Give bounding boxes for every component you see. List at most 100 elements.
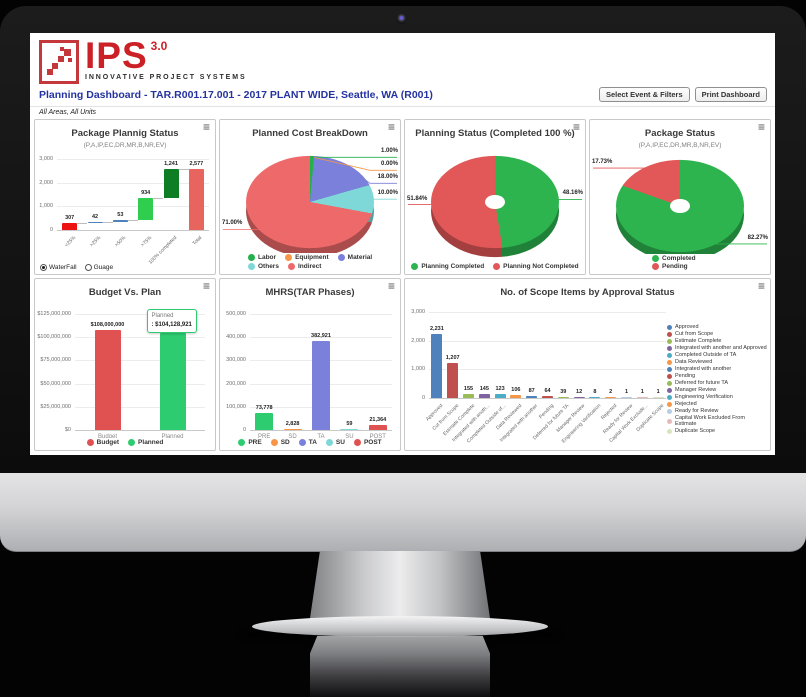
legend-label: Planning Completed [421,263,485,270]
x-tick-label: SD [288,434,297,438]
bar-budget[interactable] [94,329,121,430]
legend-dot [667,338,672,344]
bar-25[interactable] [62,222,78,230]
legend-item-planned[interactable]: Planned [128,439,163,446]
legend-item-estimate-complete[interactable]: Estimate Complete [667,338,767,344]
legend-item-integrated-with-another-and-approved[interactable]: Integrated with another and Approved [667,345,767,351]
bar-completed-outside-of[interactable] [494,394,506,398]
hamburger-menu-icon[interactable]: ≡ [202,120,210,134]
bar-pending[interactable] [542,396,553,398]
waterfall-connector [153,198,164,200]
legend-item-approved[interactable]: Approved [667,324,767,330]
radio-gauge[interactable]: Guage [84,264,113,271]
legend-item-pre[interactable]: PRE [238,439,262,446]
bar-data-reviewed[interactable] [510,394,522,398]
donut-chart: 48.16% 51.84% [405,141,585,262]
legend-dot [667,387,672,393]
legend-item-labor[interactable]: Labor [248,254,276,261]
hamburger-menu-icon[interactable]: ≡ [387,279,395,293]
bar-ready-for-review[interactable] [621,397,632,398]
tooltip-value: : $104,128,921 [151,322,192,329]
bar-approved[interactable] [431,334,443,398]
chart-legend: Completed Pending [590,254,770,274]
radio-waterfall[interactable]: WaterFall [40,264,77,271]
bar-duplicate-scope[interactable] [652,397,664,398]
x-tick-label: PRE [258,434,271,438]
bar-su[interactable] [340,429,359,430]
select-event-filters-button[interactable]: Select Event & Filters [598,87,690,102]
legend-item-pending[interactable]: Pending [667,373,767,379]
hamburger-menu-icon[interactable]: ≡ [202,279,210,293]
monitor-stand-reflection [310,636,490,697]
logo-name: IPS [85,35,148,76]
bar-engineering-verification[interactable] [589,397,601,398]
bar-integrated-with-another[interactable] [526,395,538,398]
bar-pre[interactable] [255,412,274,430]
legend-item-post[interactable]: POST [353,439,382,446]
legend-item-material[interactable]: Material [337,254,372,261]
bar-total[interactable] [188,169,204,230]
bar-estimate-complete[interactable] [463,393,474,398]
legend-item-rejected[interactable]: Rejected [667,401,767,407]
radio-gauge-circle[interactable] [84,264,92,271]
legend-dot [667,359,672,365]
bar-planned[interactable] [159,333,186,430]
legend-item-equipment[interactable]: Equipment [285,254,329,261]
legend-item-sd[interactable]: SD [270,439,290,446]
legend-label: Manager Review [675,387,717,393]
bar-100-completed[interactable] [163,169,179,199]
panel-title: Package Status [644,128,716,139]
radio-waterfall-circle[interactable] [40,264,47,271]
bar-cut-from-scope[interactable] [447,363,459,398]
legend-label: Ready for Review [675,408,719,414]
legend-item-completed-outside-of-ta[interactable]: Completed Outside of TA [667,352,767,358]
legend-item-engineering-verification[interactable]: Engineering Verification [667,394,767,400]
bar-integrated-with-anoth[interactable] [478,393,490,398]
hamburger-menu-icon[interactable]: ≡ [572,120,580,134]
gridline [57,182,209,184]
legend-item-su[interactable]: SU [325,439,345,446]
x-tick-label: Budget [97,434,118,438]
legend-item-capital-work-excluded-from-estimate[interactable]: Capital Work Excluded From Estimate [667,415,767,427]
y-tick-label: 400,000 [226,334,246,341]
legend-item-others[interactable]: Others [248,263,279,270]
hamburger-menu-icon[interactable]: ≡ [757,279,765,293]
legend-item-completed[interactable]: Completed [652,255,708,262]
legend-item-ta[interactable]: TA [298,439,317,446]
print-dashboard-button[interactable]: Print Dashboard [694,87,767,102]
bar-deferred-for-future-ta[interactable] [557,396,569,398]
bar-25[interactable] [87,221,103,223]
legend-item-ready-for-review[interactable]: Ready for Review [667,408,767,414]
monitor-stand-neck [309,551,491,625]
legend-label: Data Reviewed [675,359,713,365]
bar-50[interactable] [112,220,128,222]
legend-label: Planned [138,439,164,446]
bar-post[interactable] [368,425,387,430]
legend-item-duplicate-scope[interactable]: Duplicate Scope [667,428,767,434]
bar-rejected[interactable] [605,397,617,398]
hamburger-menu-icon[interactable]: ≡ [387,120,395,134]
legend-item-budget[interactable]: Budget [86,439,119,446]
bar-capital-work-exclude[interactable] [636,397,648,398]
legend-item-deferred-for-future-ta[interactable]: Deferred for future TA [667,380,767,386]
hamburger-menu-icon[interactable]: ≡ [757,120,765,134]
page-title: Planning Dashboard - TAR.R001.17.001 - 2… [39,88,433,101]
bar-sd[interactable] [283,429,302,430]
x-tick-label: <25% [63,235,77,249]
bar-ta[interactable] [312,341,330,430]
legend-item-manager-review[interactable]: Manager Review [667,387,767,393]
panel-planning-status: Planning Status (Completed 100 %) ≡ 48.1… [404,119,586,275]
legend-item-planning-not-completed[interactable]: Planning Not Completed [493,263,579,270]
gridline [57,206,209,208]
legend-item-cut-from-scope[interactable]: Cut from Scope [667,331,767,337]
panel-title: MHRS(TAR Phases) [265,287,355,298]
legend-item-pending[interactable]: Pending [652,263,708,270]
legend-item-indirect[interactable]: Indirect [287,263,321,270]
legend-item-data-reviewed[interactable]: Data Reviewed [667,359,767,365]
pie-surface[interactable] [246,155,374,249]
legend-item-planning-completed[interactable]: Planning Completed [411,263,484,270]
bar-manager-review[interactable] [573,397,585,398]
bar-75[interactable] [138,198,154,221]
pie-slice-label-material: 18.00% [377,174,398,181]
legend-item-integrated-with-another[interactable]: Integrated with another [667,366,767,372]
